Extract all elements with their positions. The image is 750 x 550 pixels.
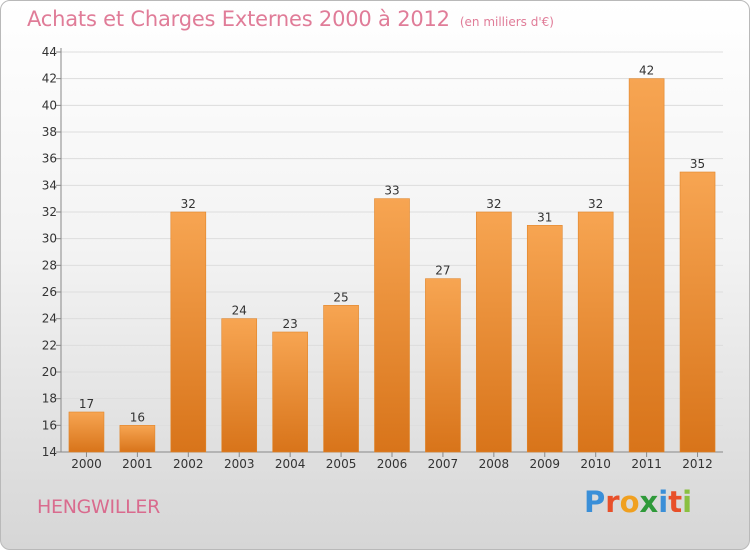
chart-title-main: Achats et Charges Externes 2000 à 2012 bbox=[27, 7, 450, 31]
data-label: 42 bbox=[639, 64, 654, 78]
chart-title-unit: (en milliers d'€) bbox=[459, 15, 554, 29]
proxiti-logo: Proxiti bbox=[584, 485, 692, 519]
bar bbox=[170, 211, 207, 453]
y-tick-label: 16 bbox=[42, 418, 57, 432]
bar bbox=[577, 211, 614, 453]
bar bbox=[476, 211, 512, 453]
y-tick-label: 32 bbox=[42, 205, 57, 219]
data-label: 25 bbox=[333, 290, 348, 304]
x-tick-label: 2003 bbox=[224, 457, 255, 471]
y-tick-label: 30 bbox=[42, 232, 57, 246]
x-tick-label: 2000 bbox=[71, 457, 102, 471]
chart-title: Achats et Charges Externes 2000 à 2012 (e… bbox=[27, 7, 554, 31]
data-label: 23 bbox=[283, 317, 298, 331]
x-tick-label: 2007 bbox=[428, 457, 459, 471]
data-label: 16 bbox=[130, 410, 145, 424]
bar bbox=[272, 331, 308, 453]
logo-letter: P bbox=[584, 485, 606, 519]
bar bbox=[679, 171, 716, 453]
x-tick-label: 2009 bbox=[529, 457, 560, 471]
y-tick-label: 34 bbox=[42, 178, 57, 192]
logo-letter: x bbox=[639, 485, 659, 519]
bar bbox=[119, 425, 156, 453]
bar bbox=[221, 318, 258, 453]
y-tick-label: 38 bbox=[42, 125, 57, 139]
logo-letter: r bbox=[605, 485, 620, 519]
y-tick-label: 22 bbox=[42, 338, 57, 352]
x-tick-label: 2012 bbox=[682, 457, 713, 471]
bar bbox=[425, 278, 461, 453]
bar-layer bbox=[68, 78, 716, 453]
y-tick-label: 24 bbox=[42, 312, 57, 326]
x-tick-label: 2005 bbox=[326, 457, 357, 471]
data-label: 33 bbox=[384, 184, 399, 198]
y-tick-label: 36 bbox=[42, 152, 57, 166]
data-label: 27 bbox=[435, 264, 450, 278]
y-tick-label: 14 bbox=[42, 445, 57, 459]
x-tick-label: 2011 bbox=[631, 457, 662, 471]
bar bbox=[68, 411, 105, 453]
data-label: 32 bbox=[588, 197, 603, 211]
bar bbox=[323, 305, 359, 453]
label-layer: 2000 17 2001 16 2002 32 2003 24 2004 23 2005 25 2006… bbox=[71, 64, 713, 471]
y-tick-label: 40 bbox=[42, 98, 57, 112]
y-tick-label: 42 bbox=[42, 72, 57, 86]
x-tick-label: 2008 bbox=[479, 457, 510, 471]
y-tick-label: 18 bbox=[42, 392, 57, 406]
bar bbox=[526, 225, 563, 453]
bar bbox=[374, 198, 410, 453]
y-tick-label: 28 bbox=[42, 258, 57, 272]
y-tick-label: 26 bbox=[42, 285, 57, 299]
data-label: 32 bbox=[486, 197, 501, 211]
x-tick-label: 2001 bbox=[122, 457, 153, 471]
data-label: 24 bbox=[232, 304, 247, 318]
y-tick-label: 44 bbox=[42, 45, 57, 59]
data-label: 32 bbox=[181, 197, 196, 211]
data-label: 31 bbox=[537, 210, 552, 224]
y-tick-label: 20 bbox=[42, 365, 57, 379]
bar bbox=[628, 78, 665, 453]
data-label: 17 bbox=[79, 397, 94, 411]
logo-letter: t bbox=[668, 485, 683, 519]
location-name: HENGWILLER bbox=[37, 496, 160, 518]
logo-letter: i bbox=[682, 485, 693, 519]
x-tick-label: 2006 bbox=[377, 457, 408, 471]
x-tick-label: 2002 bbox=[173, 457, 204, 471]
x-tick-label: 2010 bbox=[580, 457, 611, 471]
logo-letter: i bbox=[658, 485, 669, 519]
data-label: 35 bbox=[690, 157, 705, 171]
logo-letter: o bbox=[619, 485, 640, 519]
x-tick-label: 2004 bbox=[275, 457, 306, 471]
